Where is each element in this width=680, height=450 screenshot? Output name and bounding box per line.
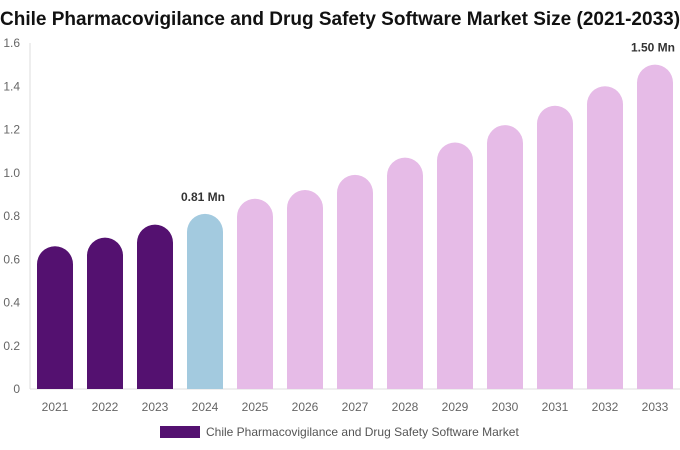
data-label: 1.50 Mn [631,41,675,55]
data-label: 0.81 Mn [181,190,225,204]
y-tick-label: 1.2 [3,123,20,137]
x-tick-label: 2032 [592,400,619,414]
x-tick-label: 2029 [442,400,469,414]
bar-2021 [37,246,73,389]
chart-title: Chile Pharmacovigilance and Drug Safety … [0,9,680,30]
x-tick-label: 2021 [42,400,69,414]
x-tick-label: 2026 [292,400,319,414]
legend-label: Chile Pharmacovigilance and Drug Safety … [206,425,519,439]
x-tick-label: 2031 [542,400,569,414]
x-tick-label: 2030 [492,400,519,414]
x-tick-label: 2025 [242,400,269,414]
bar-2029 [437,142,473,389]
legend-swatch [160,426,200,438]
bar-2023 [137,224,173,389]
bar-2031 [537,105,573,390]
y-tick-label: 0.8 [3,209,20,223]
bar-2022 [87,237,123,389]
x-tick-label: 2028 [392,400,419,414]
bar-2032 [587,86,623,389]
y-tick-label: 1.4 [3,79,20,93]
y-tick-label: 0.6 [3,252,20,266]
bar-2025 [237,198,273,389]
x-tick-label: 2022 [92,400,119,414]
x-tick-label: 2027 [342,400,369,414]
x-tick-label: 2024 [192,400,219,414]
y-tick-label: 1.0 [3,166,20,180]
bar-2030 [487,125,523,390]
bar-2028 [387,157,423,389]
x-tick-label: 2023 [142,400,169,414]
bar-2026 [287,190,323,389]
bar-2033 [637,64,673,389]
y-tick-label: 1.6 [3,36,20,50]
x-tick-label: 2033 [642,400,669,414]
bar-2027 [337,174,373,389]
y-tick-label: 0 [13,382,20,396]
y-tick-label: 0.4 [3,296,20,310]
y-tick-label: 0.2 [3,339,20,353]
legend: Chile Pharmacovigilance and Drug Safety … [160,425,519,439]
bar-2024 [187,213,223,389]
